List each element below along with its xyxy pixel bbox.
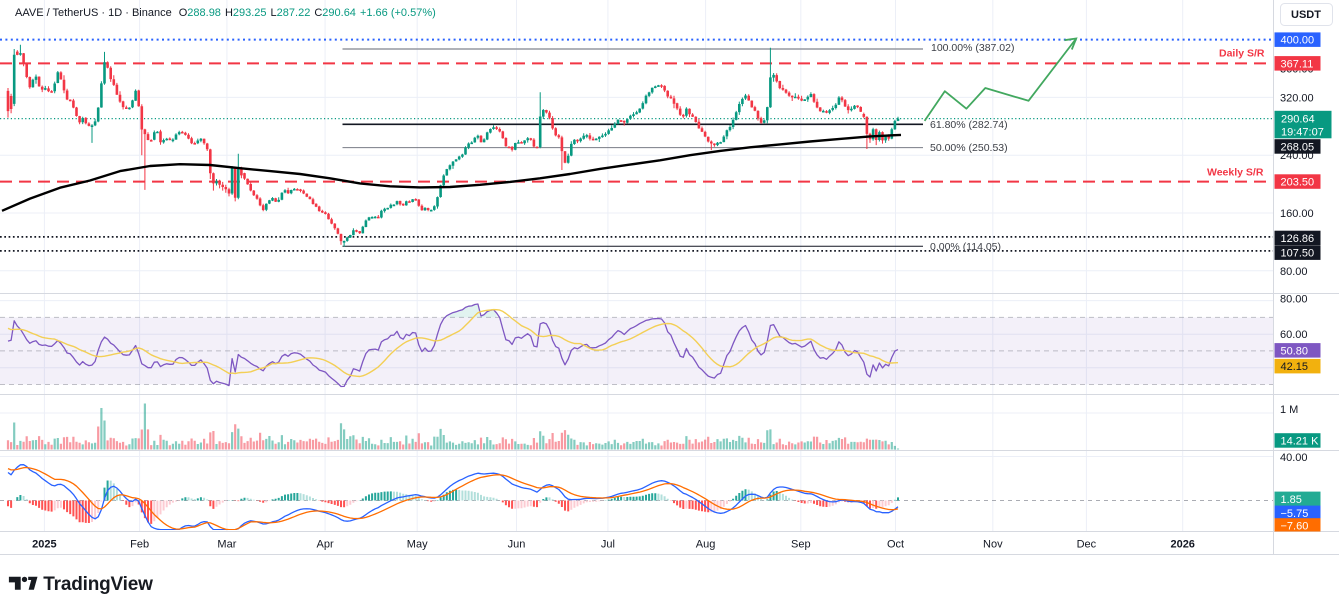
svg-text:1 M: 1 M	[1280, 404, 1298, 416]
svg-text:126.86: 126.86	[1281, 233, 1315, 245]
svg-text:Oct: Oct	[887, 539, 904, 551]
svg-text:400.00: 400.00	[1281, 35, 1315, 47]
svg-text:60.00: 60.00	[1280, 329, 1308, 341]
svg-text:Dec: Dec	[1077, 539, 1097, 551]
svg-text:42.15: 42.15	[1281, 361, 1309, 373]
svg-text:160.00: 160.00	[1280, 208, 1314, 220]
svg-text:320.00: 320.00	[1280, 92, 1314, 104]
svg-text:40.00: 40.00	[1280, 452, 1308, 464]
svg-text:Mar: Mar	[217, 539, 236, 551]
svg-text:Weekly S/R: Weekly S/R	[1207, 167, 1264, 179]
svg-text:367.11: 367.11	[1281, 58, 1314, 70]
svg-text:Jun: Jun	[508, 539, 526, 551]
svg-text:203.50: 203.50	[1281, 177, 1315, 189]
svg-text:Sep: Sep	[791, 539, 811, 551]
svg-text:Jul: Jul	[601, 539, 615, 551]
svg-text:Daily S/R: Daily S/R	[1219, 48, 1265, 60]
svg-text:1.85: 1.85	[1281, 494, 1302, 506]
svg-text:AAVE / TetherUS · 1D · Binance: AAVE / TetherUS · 1D · Binance O288.98 H29…	[15, 7, 436, 19]
svg-text:50.00% (250.53): 50.00% (250.53)	[930, 142, 1008, 154]
svg-text:50.80: 50.80	[1281, 345, 1309, 357]
svg-text:May: May	[407, 539, 428, 551]
svg-text:Nov: Nov	[983, 539, 1003, 551]
svg-text:−5.75: −5.75	[1281, 508, 1309, 520]
svg-text:80.00: 80.00	[1280, 266, 1308, 278]
svg-text:2026: 2026	[1170, 539, 1194, 551]
svg-text:290.64: 290.64	[1281, 114, 1315, 126]
svg-text:Feb: Feb	[130, 539, 149, 551]
svg-text:−7.60: −7.60	[1281, 520, 1309, 532]
svg-text:61.80% (282.74): 61.80% (282.74)	[930, 119, 1008, 131]
svg-text:14.21 K: 14.21 K	[1281, 436, 1320, 448]
svg-text:100.00% (387.02): 100.00% (387.02)	[931, 42, 1014, 54]
svg-text:0.00% (114.05): 0.00% (114.05)	[930, 241, 1001, 253]
svg-text:Aug: Aug	[696, 539, 716, 551]
svg-text:19:47:07: 19:47:07	[1281, 126, 1324, 138]
svg-text:268.05: 268.05	[1281, 142, 1315, 154]
svg-text:107.50: 107.50	[1281, 248, 1315, 260]
svg-text:TradingView: TradingView	[43, 574, 153, 595]
svg-text:2025: 2025	[32, 539, 56, 551]
svg-text:USDT: USDT	[1291, 9, 1321, 21]
svg-text:80.00: 80.00	[1280, 293, 1308, 305]
svg-text:Apr: Apr	[317, 539, 334, 551]
